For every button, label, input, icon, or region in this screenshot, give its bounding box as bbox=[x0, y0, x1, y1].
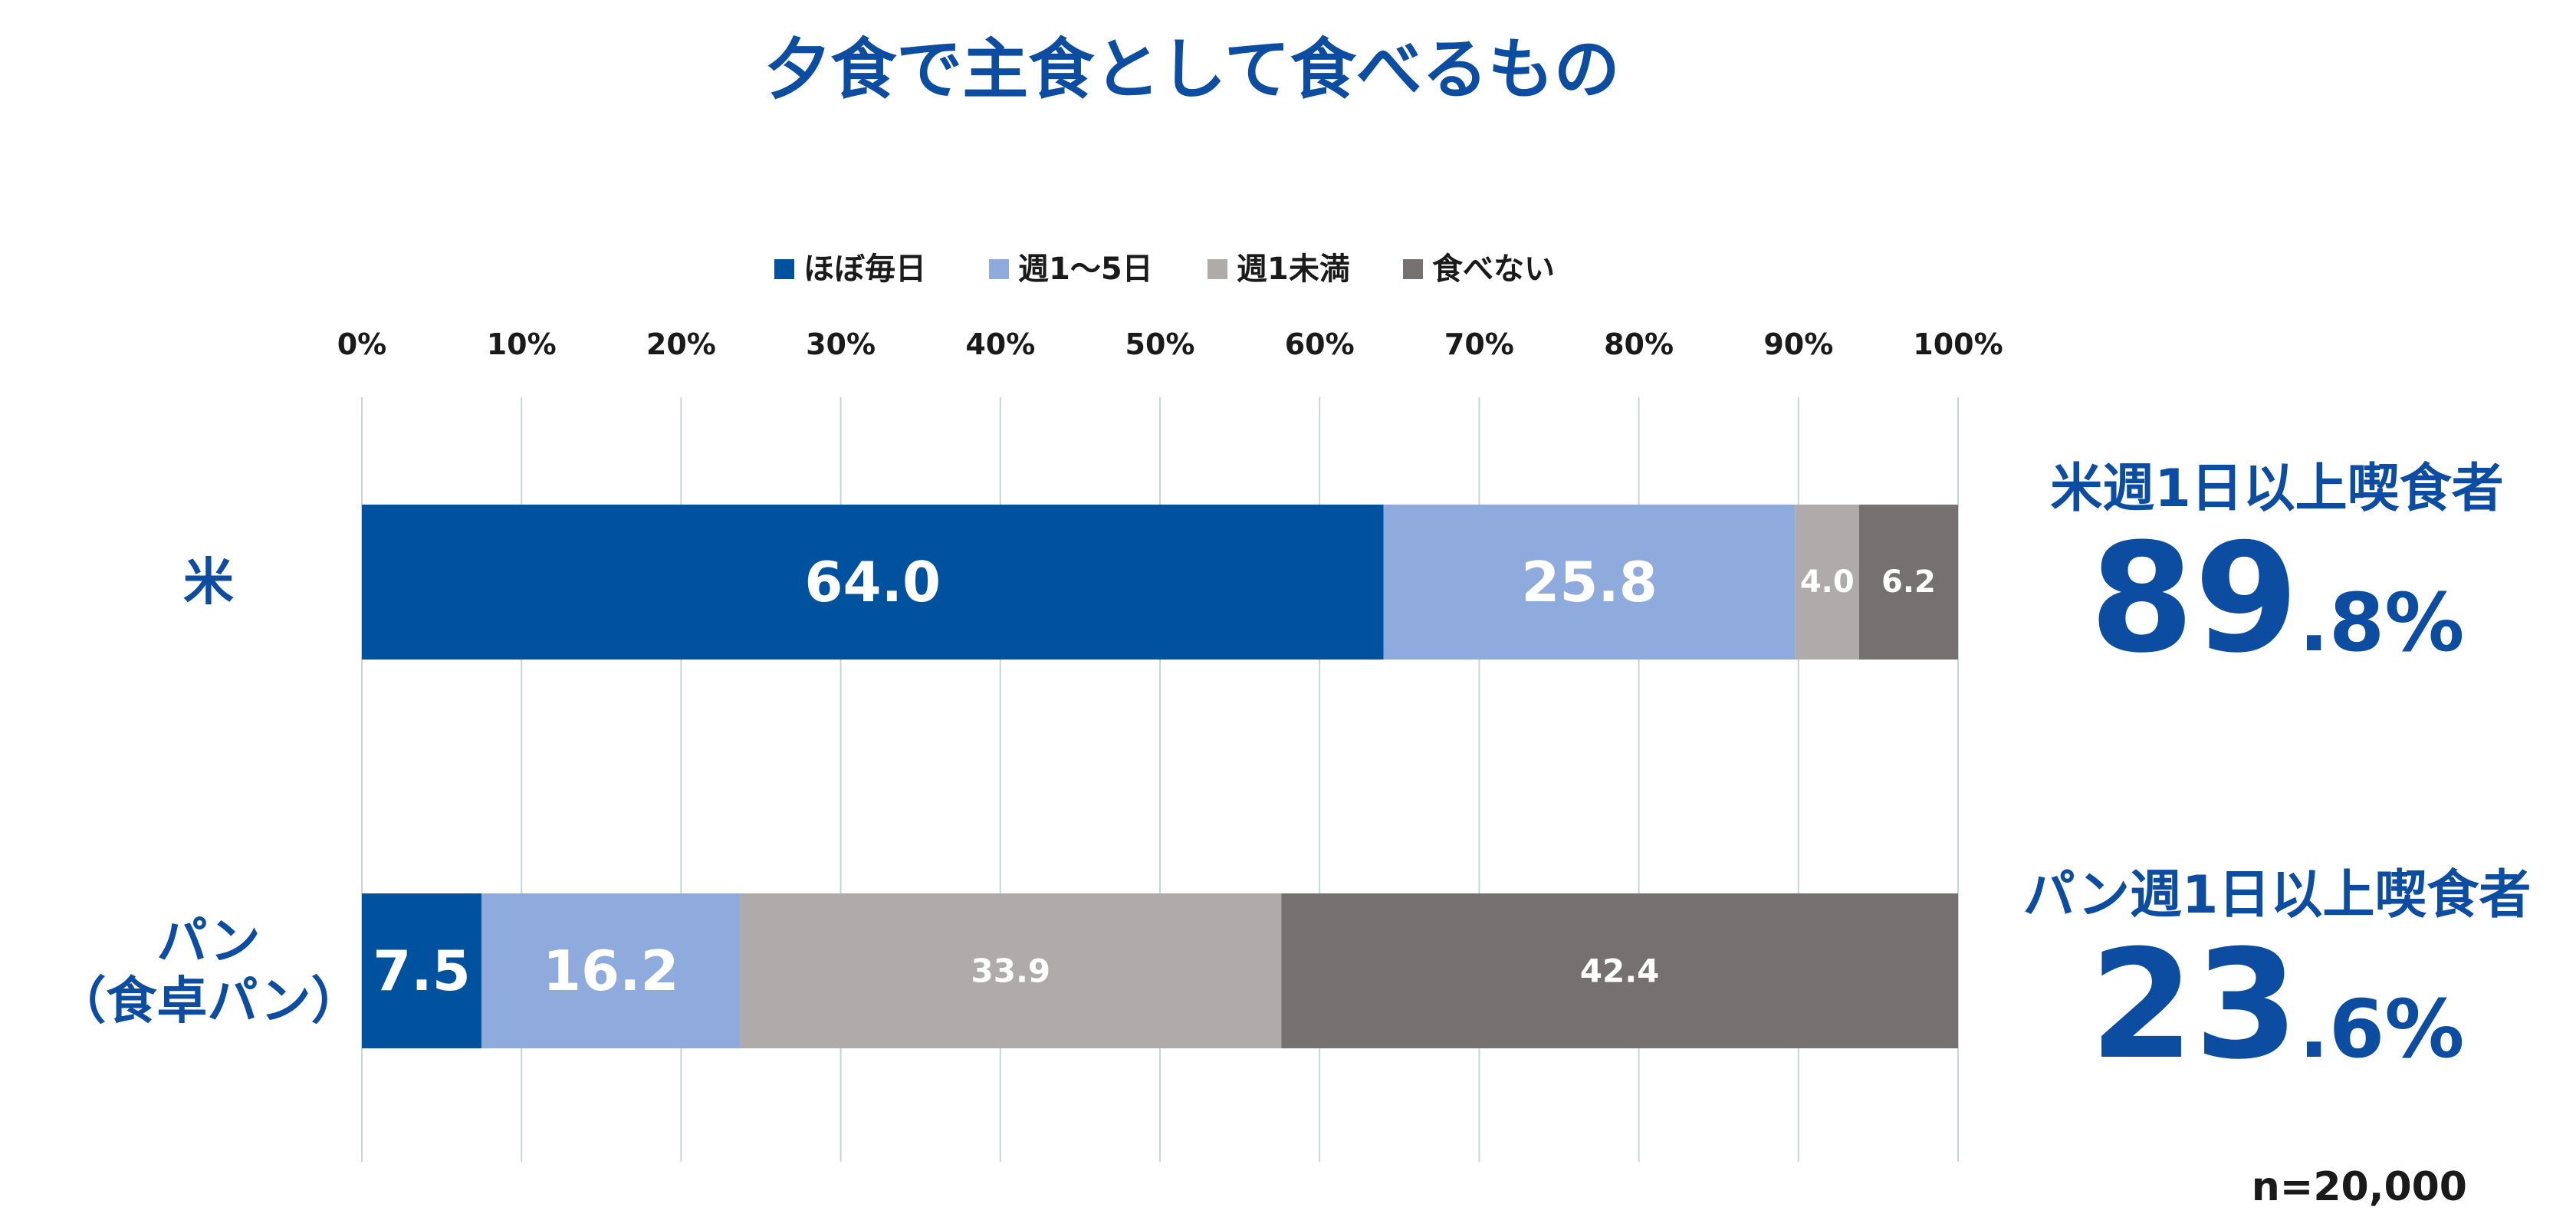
data-label-c2-s1: 7.5 bbox=[373, 939, 471, 1003]
category-label-1: 米 bbox=[183, 553, 234, 612]
data-label-c2-s2: 16.2 bbox=[543, 939, 679, 1003]
x-tick-label-9: 90% bbox=[1763, 327, 1833, 361]
x-tick-label-5: 50% bbox=[1125, 327, 1195, 361]
x-tick-label-7: 70% bbox=[1444, 327, 1514, 361]
category-labels: 米パン（食卓パン） bbox=[55, 553, 361, 1031]
bar-labels: 64.0 25.8 4.0 6.2 7.5 16.2 33.9 42.4 bbox=[373, 550, 1936, 1003]
bar-segment-c1-s1 bbox=[362, 505, 1384, 660]
legend: ほぼ毎日 週1～5日 週1未満 食べない bbox=[774, 252, 1555, 287]
x-axis-ticks: 0% 10% 20% 30% 40% 50% 60% 70% 80% 90% 100% bbox=[337, 327, 2003, 361]
x-tick-label-2: 20% bbox=[646, 327, 716, 361]
bar-segment-c2-s4 bbox=[1281, 893, 1958, 1048]
legend-label-series-4: 食べない bbox=[1432, 252, 1555, 287]
annotation-label-2: パン週1日以上喫食者 bbox=[2023, 865, 2532, 926]
x-tick-label-1: 10% bbox=[487, 327, 557, 361]
legend-swatch-series-1 bbox=[774, 259, 794, 279]
sample-size-note: n=20,000 bbox=[2252, 1164, 2467, 1210]
data-label-c1-s2: 25.8 bbox=[1521, 550, 1658, 614]
annotation-value-2: 23.6% bbox=[2090, 918, 2465, 1093]
data-label-c2-s3: 33.9 bbox=[971, 952, 1051, 990]
legend-label-series-1: ほぼ毎日 bbox=[803, 252, 926, 287]
x-tick-label-0: 0% bbox=[337, 327, 387, 361]
bar-segment-c1-s3 bbox=[1795, 505, 1859, 660]
bar-segment-c2-s2 bbox=[481, 893, 741, 1048]
bar-segment-c1-s4 bbox=[1858, 505, 1958, 660]
chart-title: 夕食で主食として食べるもの bbox=[764, 31, 1619, 108]
x-tick-label-6: 60% bbox=[1285, 327, 1355, 361]
x-tick-label-10: 100% bbox=[1913, 327, 2003, 361]
bar-segment-c1-s2 bbox=[1383, 505, 1796, 660]
x-tick-label-3: 30% bbox=[806, 327, 876, 361]
data-label-c2-s4: 42.4 bbox=[1580, 952, 1660, 990]
x-tick-label-4: 40% bbox=[965, 327, 1035, 361]
data-label-c1-s3: 4.0 bbox=[1800, 564, 1855, 600]
legend-label-series-3: 週1未満 bbox=[1237, 252, 1350, 287]
data-label-c1-s4: 6.2 bbox=[1881, 564, 1936, 600]
annotation-value-1: 89.8% bbox=[2090, 512, 2465, 686]
x-tick-label-8: 80% bbox=[1604, 327, 1674, 361]
legend-swatch-series-2 bbox=[989, 259, 1009, 279]
data-label-c1-s1: 64.0 bbox=[804, 550, 941, 614]
bar-segment-c2-s3 bbox=[740, 893, 1282, 1048]
bars bbox=[362, 505, 1958, 1048]
legend-swatch-series-4 bbox=[1403, 259, 1423, 279]
legend-swatch-series-3 bbox=[1208, 259, 1227, 279]
annotation-label-1: 米週1日以上喫食者 bbox=[2050, 459, 2503, 519]
bar-segment-c2-s1 bbox=[362, 893, 482, 1048]
category-label-2: パン（食卓パン） bbox=[55, 912, 361, 1031]
legend-label-series-2: 週1～5日 bbox=[1018, 252, 1153, 287]
